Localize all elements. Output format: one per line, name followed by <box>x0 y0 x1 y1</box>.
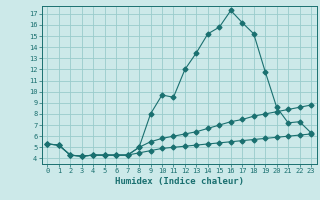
X-axis label: Humidex (Indice chaleur): Humidex (Indice chaleur) <box>115 177 244 186</box>
